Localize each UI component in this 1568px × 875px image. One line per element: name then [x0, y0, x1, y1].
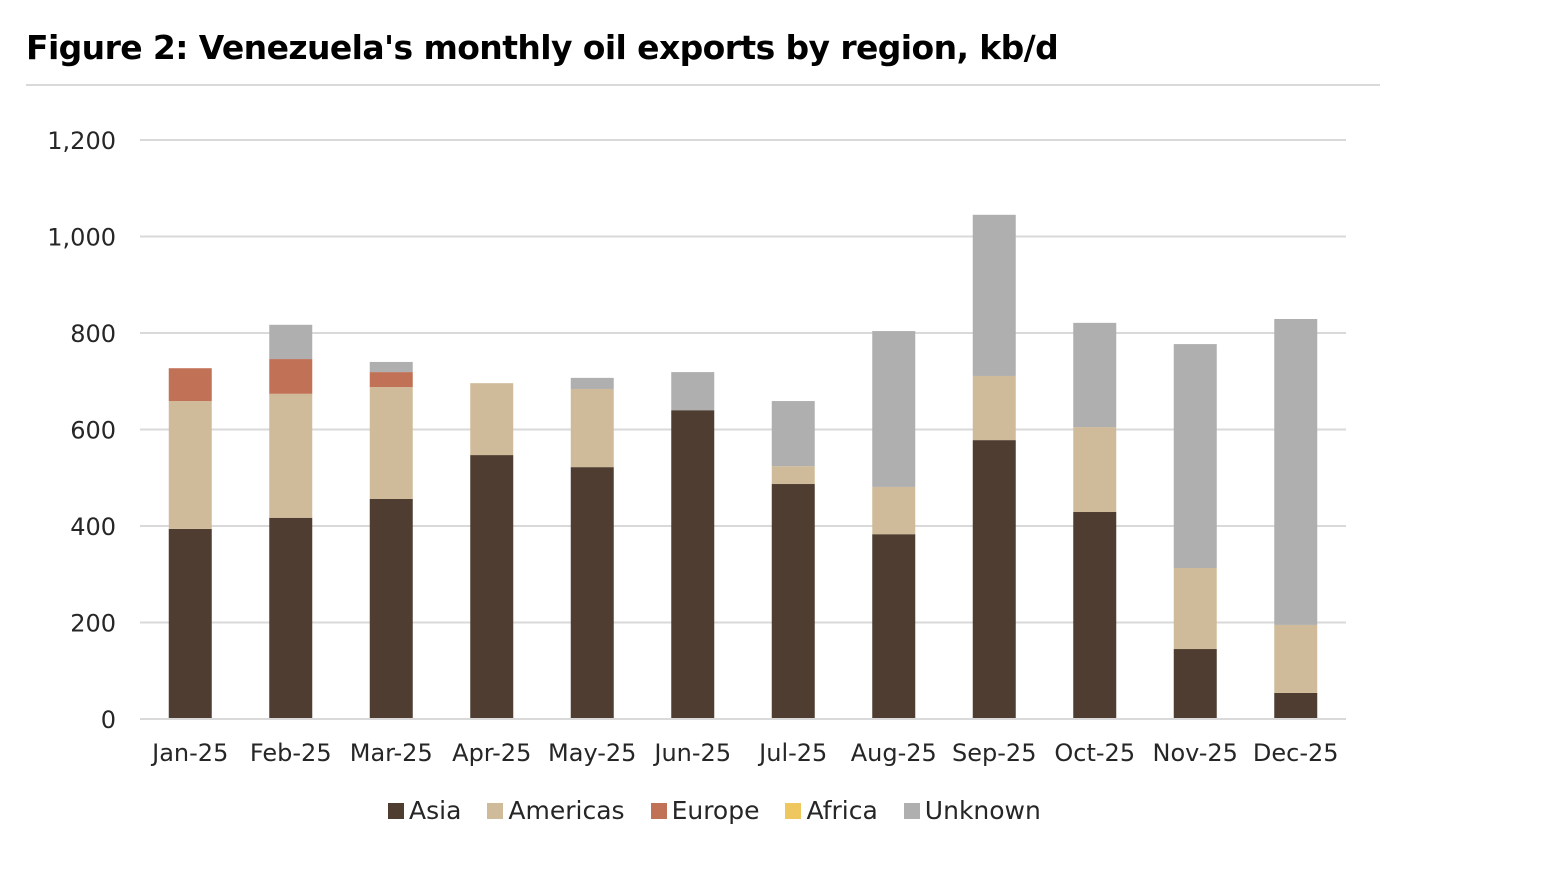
x-tick-label: Oct-25 — [1054, 739, 1135, 767]
bar-segment-unknown — [872, 331, 916, 487]
legend-swatch — [903, 802, 920, 819]
legend-swatch — [650, 802, 667, 819]
x-axis-ticks: Jan-25 Feb-25 Mar-25 Apr-25 May-25 Jun-25 Jul-… — [150, 739, 1338, 767]
bar-segment-asia — [671, 410, 715, 719]
x-tick-label: Feb-25 — [250, 739, 332, 767]
title-divider — [26, 84, 1380, 86]
bar-segment-americas — [872, 486, 916, 535]
bar-segment-asia — [369, 498, 413, 719]
bar-segment-unknown — [1173, 344, 1217, 568]
bar-segment-asia — [570, 467, 614, 719]
bar-segment-asia — [1173, 649, 1217, 719]
x-tick-label: Sep-25 — [952, 739, 1036, 767]
gridlines — [140, 139, 1346, 624]
legend-label: Americas — [508, 796, 625, 825]
x-tick-label: Jan-25 — [150, 739, 228, 767]
bar-segment-europe — [369, 372, 413, 388]
x-tick-label: Jun-25 — [652, 739, 731, 767]
x-tick-label: Mar-25 — [350, 739, 433, 767]
bar-segment-unknown — [369, 361, 413, 373]
bar-segment-americas — [168, 401, 212, 529]
legend-label: Asia — [409, 796, 462, 825]
bar-segment-americas — [369, 387, 413, 499]
y-axis-ticks: 0 200 400 600 800 1,000 1,200 — [47, 127, 116, 734]
bar-segment-americas — [269, 393, 313, 518]
legend-item-americas: Americas — [487, 796, 625, 825]
bars — [168, 214, 1318, 719]
y-tick-label: 600 — [70, 417, 116, 445]
bar-segment-americas — [771, 466, 815, 485]
bar-segment-asia — [872, 534, 916, 719]
x-tick-label: Dec-25 — [1253, 739, 1339, 767]
legend-swatch — [388, 802, 404, 819]
bar-segment-unknown — [771, 401, 815, 467]
bar-segment-asia — [972, 440, 1016, 719]
legend-item-africa: Africa — [785, 796, 878, 825]
x-tick-label: May-25 — [548, 739, 636, 767]
x-tick-label: Nov-25 — [1153, 739, 1238, 767]
y-tick-label: 400 — [70, 513, 116, 541]
legend: Asia Americas Europe Africa Unknown — [388, 796, 1067, 825]
bar-segment-asia — [269, 517, 313, 719]
bar-segment-unknown — [972, 214, 1016, 376]
bar-segment-americas — [570, 388, 614, 468]
bar-segment-americas — [1173, 567, 1217, 650]
x-tick-label: Jul-25 — [757, 739, 827, 767]
bar-segment-asia — [168, 528, 212, 719]
legend-item-unknown: Unknown — [903, 796, 1041, 825]
y-tick-label: 0 — [101, 706, 116, 734]
bar-segment-unknown — [1274, 319, 1318, 625]
bar-segment-americas — [972, 375, 1016, 441]
legend-swatch — [785, 802, 802, 819]
y-tick-label: 200 — [70, 610, 116, 638]
legend-label: Unknown — [924, 796, 1041, 825]
bar-segment-asia — [1073, 512, 1117, 719]
y-tick-label: 1,000 — [47, 224, 116, 252]
y-tick-label: 800 — [70, 320, 116, 348]
bar-segment-unknown — [671, 372, 715, 411]
legend-item-europe: Europe — [650, 796, 760, 825]
bar-segment-americas — [1073, 427, 1117, 513]
bar-segment-europe — [168, 368, 212, 402]
legend-swatch — [487, 802, 504, 819]
bar-segment-americas — [1274, 624, 1318, 693]
bar-segment-asia — [470, 455, 514, 719]
chart-title: Figure 2: Venezuela's monthly oil export… — [26, 28, 1059, 67]
bar-segment-asia — [771, 484, 815, 719]
x-tick-label: Apr-25 — [452, 739, 531, 767]
bar-segment-asia — [1274, 692, 1318, 719]
y-tick-label: 1,200 — [47, 127, 116, 155]
legend-label: Europe — [671, 796, 760, 825]
x-tick-label: Aug-25 — [851, 739, 937, 767]
legend-label: Africa — [806, 796, 878, 825]
bar-segment-europe — [269, 359, 313, 394]
bar-segment-unknown — [1073, 322, 1117, 428]
bar-segment-unknown — [570, 377, 614, 389]
bar-segment-unknown — [269, 324, 313, 360]
bar-segment-americas — [470, 383, 514, 456]
legend-item-asia: Asia — [388, 796, 461, 825]
